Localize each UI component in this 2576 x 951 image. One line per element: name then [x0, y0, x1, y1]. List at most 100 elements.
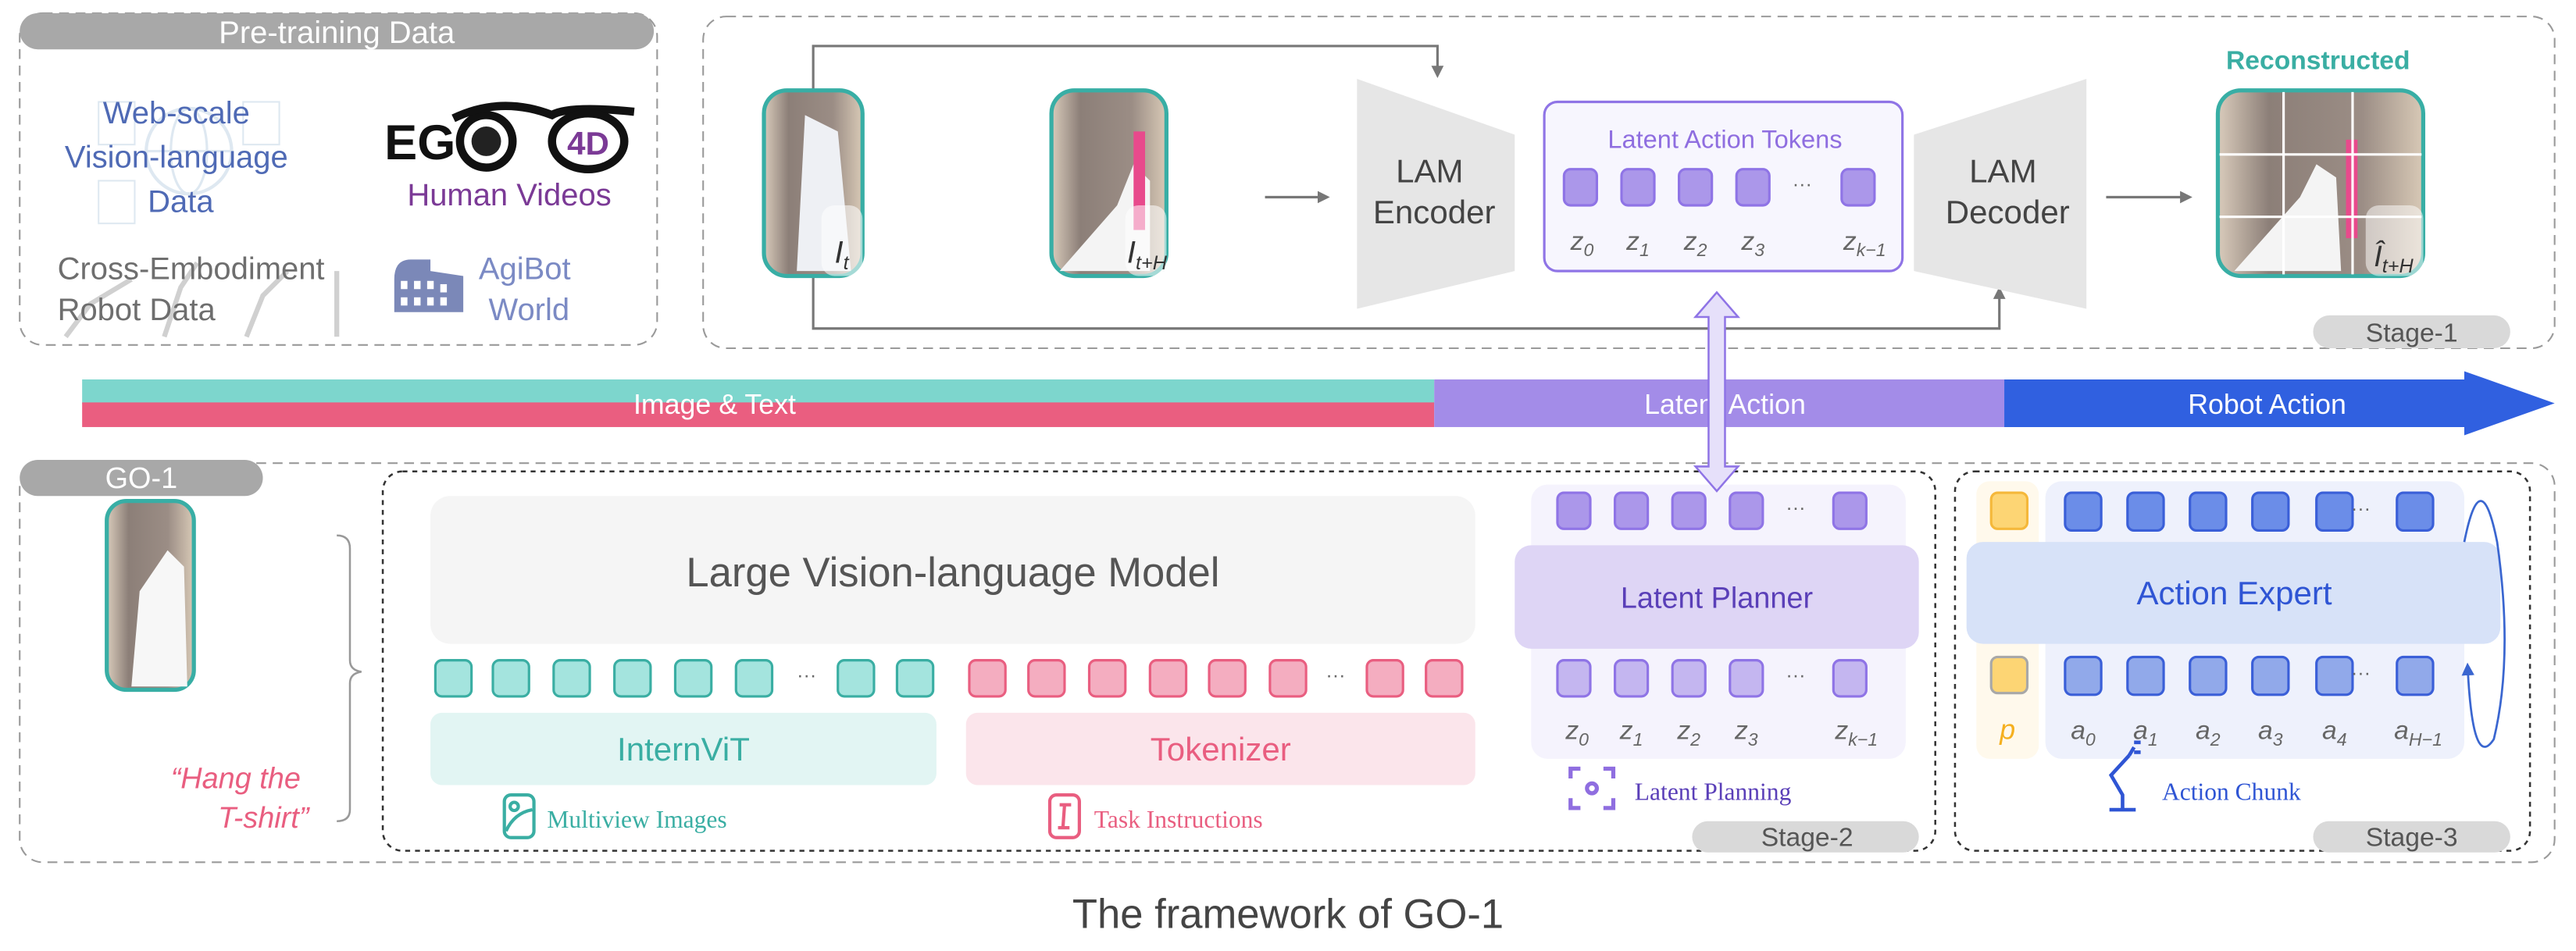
planner-input-token-row: ··· z0 z1 z2 z3 zk−1 — [1556, 659, 1878, 750]
vision-token-row: ··· — [433, 659, 935, 698]
latent-token-input — [1671, 659, 1707, 698]
action-token-input — [2251, 655, 2290, 696]
action-chunk-label: Action Chunk — [2162, 778, 2301, 805]
token-label: z1 — [1619, 717, 1643, 750]
vlm-box — [430, 496, 1475, 644]
image-t-plus-h: It+H — [1049, 88, 1168, 279]
ellipsis: ··· — [1786, 497, 1805, 518]
latent-supervision-double-arrow — [1693, 290, 1741, 493]
text-token — [968, 659, 1007, 698]
reconstructed-label: Reconstructed — [2226, 46, 2410, 75]
token-label: z3 — [1740, 227, 1764, 260]
ellipsis: ··· — [797, 664, 816, 686]
input-bracket — [337, 534, 362, 823]
proprio-label: p — [1999, 714, 2015, 746]
latent-action-tokens-title: Latent Action Tokens — [1607, 124, 1842, 153]
token-label: a4 — [2322, 717, 2347, 750]
vision-token — [433, 659, 473, 698]
pretraining-panel: Pre-training Data Web-scale Vision-langu… — [19, 12, 658, 346]
ellipsis: ··· — [2351, 497, 2371, 519]
latent-planning-icon — [1568, 766, 1616, 810]
vision-token — [491, 659, 530, 698]
web-scale-globe-icon — [98, 101, 280, 225]
latent-planning-label: Latent Planning — [1635, 778, 1792, 805]
stage2-pill — [1692, 821, 1919, 853]
latent-token-input — [1613, 659, 1650, 698]
vision-token — [734, 659, 774, 698]
action-token-input — [2064, 655, 2103, 696]
token-label: z3 — [1734, 717, 1758, 750]
bar-segment-text — [82, 402, 1435, 427]
bar-segment-robot-action — [2004, 371, 2555, 436]
stage1-pill — [2313, 315, 2510, 348]
ellipsis: ··· — [1786, 664, 1805, 686]
cross-embodiment-label: Cross-Embodiment Robot Data — [58, 252, 334, 328]
token-label: z2 — [1676, 717, 1700, 750]
latent-planner-label: Latent Planner — [1621, 582, 1813, 614]
lam-encoder-label: LAM Encoder — [1373, 153, 1496, 231]
web-scale-data-label: Web-scale Vision-language Data — [65, 96, 297, 219]
ego4d-logo: EG 4D — [384, 102, 635, 173]
token-label: aH−1 — [2394, 717, 2442, 750]
modality-bar: Image & Text Latent Action Robot Action — [82, 371, 2555, 436]
planner-output-token-row: ··· — [1556, 491, 1868, 530]
token-label: z2 — [1683, 227, 1707, 260]
pretraining-title-pill — [20, 12, 655, 50]
latent-action-token-row: ··· z0 z1 z2 z3 zk−1 — [1562, 168, 1886, 260]
agibot-world-label: AgiBot World — [479, 252, 580, 328]
token-label: a1 — [2133, 717, 2158, 750]
observation-image — [105, 498, 196, 693]
action-token-output — [2396, 491, 2435, 532]
latent-token-input — [1556, 659, 1592, 698]
latent-token-input — [1729, 659, 1764, 698]
token-label: zk−1 — [1834, 717, 1878, 750]
text-token — [1148, 659, 1188, 698]
reconstructed-image: Ît+H — [2215, 88, 2426, 279]
token-label: a2 — [2196, 717, 2221, 750]
action-token-input — [2396, 655, 2435, 696]
text-token-row: ··· — [968, 659, 1464, 698]
go1-title: GO-1 — [105, 462, 178, 495]
vision-token — [837, 659, 876, 698]
svg-text:4D: 4D — [567, 125, 609, 162]
action-token-output — [2315, 491, 2354, 532]
stage3-pill — [2313, 821, 2510, 853]
tokenizer-box — [965, 712, 1475, 785]
vision-token — [673, 659, 713, 698]
ellipsis: ··· — [1793, 173, 1812, 195]
bar-segment-image — [82, 379, 1435, 404]
token-label: z1 — [1625, 227, 1650, 260]
proprio-input-token — [1989, 655, 2029, 695]
stage2-label: Stage-2 — [1761, 823, 1854, 852]
token-label: z0 — [1570, 227, 1594, 260]
latent-token-output — [1613, 491, 1650, 530]
image-t-plus-h-label: It+H — [1127, 236, 1168, 274]
latent-token-input — [1832, 659, 1868, 698]
robot-arm-icon — [2108, 740, 2141, 812]
denoising-loop-arrow — [2461, 500, 2506, 748]
bar-label-image-text: Image & Text — [633, 389, 796, 420]
ellipsis: ··· — [1325, 664, 1345, 686]
latent-action-token — [1735, 168, 1771, 207]
action-token-output — [2064, 491, 2103, 532]
colosseum-icon — [394, 259, 464, 312]
proprio-output-token — [1989, 491, 2029, 530]
skip-arrow-to-decoder — [812, 276, 2006, 330]
image-t-label: It — [834, 236, 849, 274]
task-instructions-icon — [1047, 792, 1081, 839]
latent-action-token — [1562, 168, 1599, 207]
bar-label-robot-action: Robot Action — [2188, 389, 2346, 420]
latent-planner-box — [1515, 545, 1919, 649]
robot-arms-icon — [63, 261, 340, 339]
lam-encoder — [1357, 79, 1515, 309]
vision-token — [552, 659, 591, 698]
pretraining-title: Pre-training Data — [219, 16, 455, 50]
action-token-input — [2189, 655, 2228, 696]
action-expert-box — [1966, 542, 2501, 644]
stage1-label: Stage-1 — [2366, 319, 2458, 348]
action-output-token-row: ··· — [2064, 491, 2435, 532]
tokenizer-label: Tokenizer — [1151, 731, 1291, 768]
text-token — [1425, 659, 1464, 698]
token-label: a0 — [2071, 717, 2096, 750]
action-input-token-row: ··· a0 a1 a2 a3 a4 aH−1 — [2064, 655, 2442, 750]
